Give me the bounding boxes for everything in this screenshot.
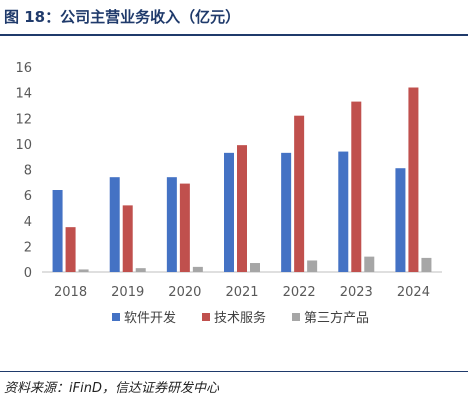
- bar-2-2022: [294, 115, 305, 272]
- legend-label-2: 技术服务: [214, 310, 266, 326]
- y-tick-label: 10: [15, 138, 32, 153]
- bar-3-2023: [364, 256, 375, 272]
- x-tick-label: 2023: [340, 285, 373, 300]
- bar-3-2020: [192, 266, 203, 272]
- x-tick-label: 2018: [54, 285, 87, 300]
- x-axis-ticks: 2018 2019 2020 2021 2022 2023 2024: [54, 285, 430, 300]
- x-tick-label: 2022: [283, 285, 316, 300]
- y-tick-label: 4: [24, 215, 32, 230]
- bar-3-2019: [135, 268, 146, 272]
- bar-1-2019: [109, 177, 120, 272]
- legend-swatch-1: [112, 313, 120, 321]
- x-tick-label: 2019: [111, 285, 144, 300]
- bar-1-2023: [338, 151, 349, 272]
- bar-1-2021: [224, 152, 234, 272]
- bar-1-2018: [52, 190, 63, 272]
- source-divider: [0, 371, 468, 372]
- bar-3-2022: [307, 260, 318, 272]
- legend: 软件开发 技术服务 第三方产品: [112, 310, 369, 326]
- source-note: 资料来源：iFinD，信达证券研发中心: [4, 381, 219, 396]
- y-tick-label: 14: [15, 87, 32, 102]
- bars: [52, 87, 432, 272]
- bar-2-2023: [351, 101, 362, 272]
- bar-1-2024: [395, 168, 406, 272]
- y-tick-label: 8: [24, 164, 32, 179]
- x-tick-label: 2020: [168, 285, 201, 300]
- y-axis-ticks: 0 2 4 6 8 10 12 14 16: [15, 61, 32, 281]
- bar-3-2021: [250, 263, 260, 272]
- legend-swatch-3: [292, 313, 300, 321]
- x-tick-label: 2024: [397, 285, 430, 300]
- y-tick-label: 12: [15, 112, 32, 127]
- bar-2-2021: [237, 145, 247, 272]
- y-tick-label: 2: [24, 240, 32, 255]
- bar-3-2018: [78, 269, 89, 272]
- bar-2-2024: [408, 87, 419, 272]
- bar-1-2020: [166, 177, 177, 272]
- bar-1-2022: [281, 152, 292, 272]
- legend-swatch-2: [202, 313, 210, 321]
- bar-2-2019: [122, 205, 133, 272]
- x-tick-label: 2021: [225, 285, 258, 300]
- title-divider: [0, 34, 468, 36]
- bar-2-2018: [65, 227, 76, 272]
- legend-label-3: 第三方产品: [304, 310, 369, 326]
- y-tick-label: 0: [24, 266, 32, 281]
- figure-title: 图 18：公司主营业务收入（亿元）: [4, 8, 241, 26]
- y-tick-label: 16: [15, 61, 32, 76]
- y-tick-label: 6: [24, 189, 32, 204]
- bar-3-2024: [421, 257, 432, 272]
- bar-2-2020: [179, 183, 190, 272]
- legend-label-1: 软件开发: [124, 310, 176, 326]
